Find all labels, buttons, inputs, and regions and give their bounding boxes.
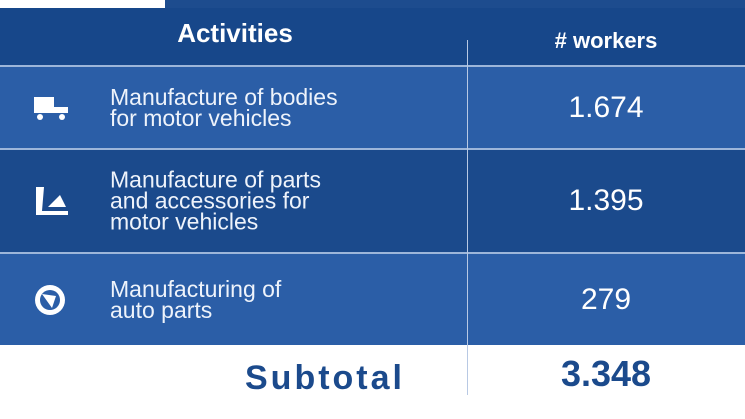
subtotal-row: Subtotal 3.348 (0, 345, 745, 419)
workers: 279 (580, 282, 632, 316)
wheel-icon (35, 284, 65, 315)
subtotal-value: 3.348 (560, 353, 652, 394)
header-activities: Activities (177, 18, 293, 48)
activity: Manufacturing of auto parts (110, 275, 282, 323)
activity: Manufacture of parts and accessories for… (110, 166, 321, 235)
column-divider (467, 40, 468, 395)
subtotal-label: Subtotal (245, 359, 405, 397)
table-row: Manufacture of bodies for motor vehicles… (0, 65, 745, 148)
header-workers: # workers (554, 28, 658, 53)
truck-icon (34, 96, 68, 120)
tab (0, 0, 165, 8)
workers: 1.674 (568, 90, 644, 124)
table-row: Manufacture of parts and accessories for… (0, 148, 745, 252)
parts-icon (36, 187, 68, 215)
table-header: Activities # workers (0, 8, 745, 65)
activity: Manufacture of bodies for motor vehicles (110, 83, 338, 131)
table-row: Manufacturing of auto parts 279 (0, 252, 745, 345)
workers: 1.395 (568, 184, 644, 217)
